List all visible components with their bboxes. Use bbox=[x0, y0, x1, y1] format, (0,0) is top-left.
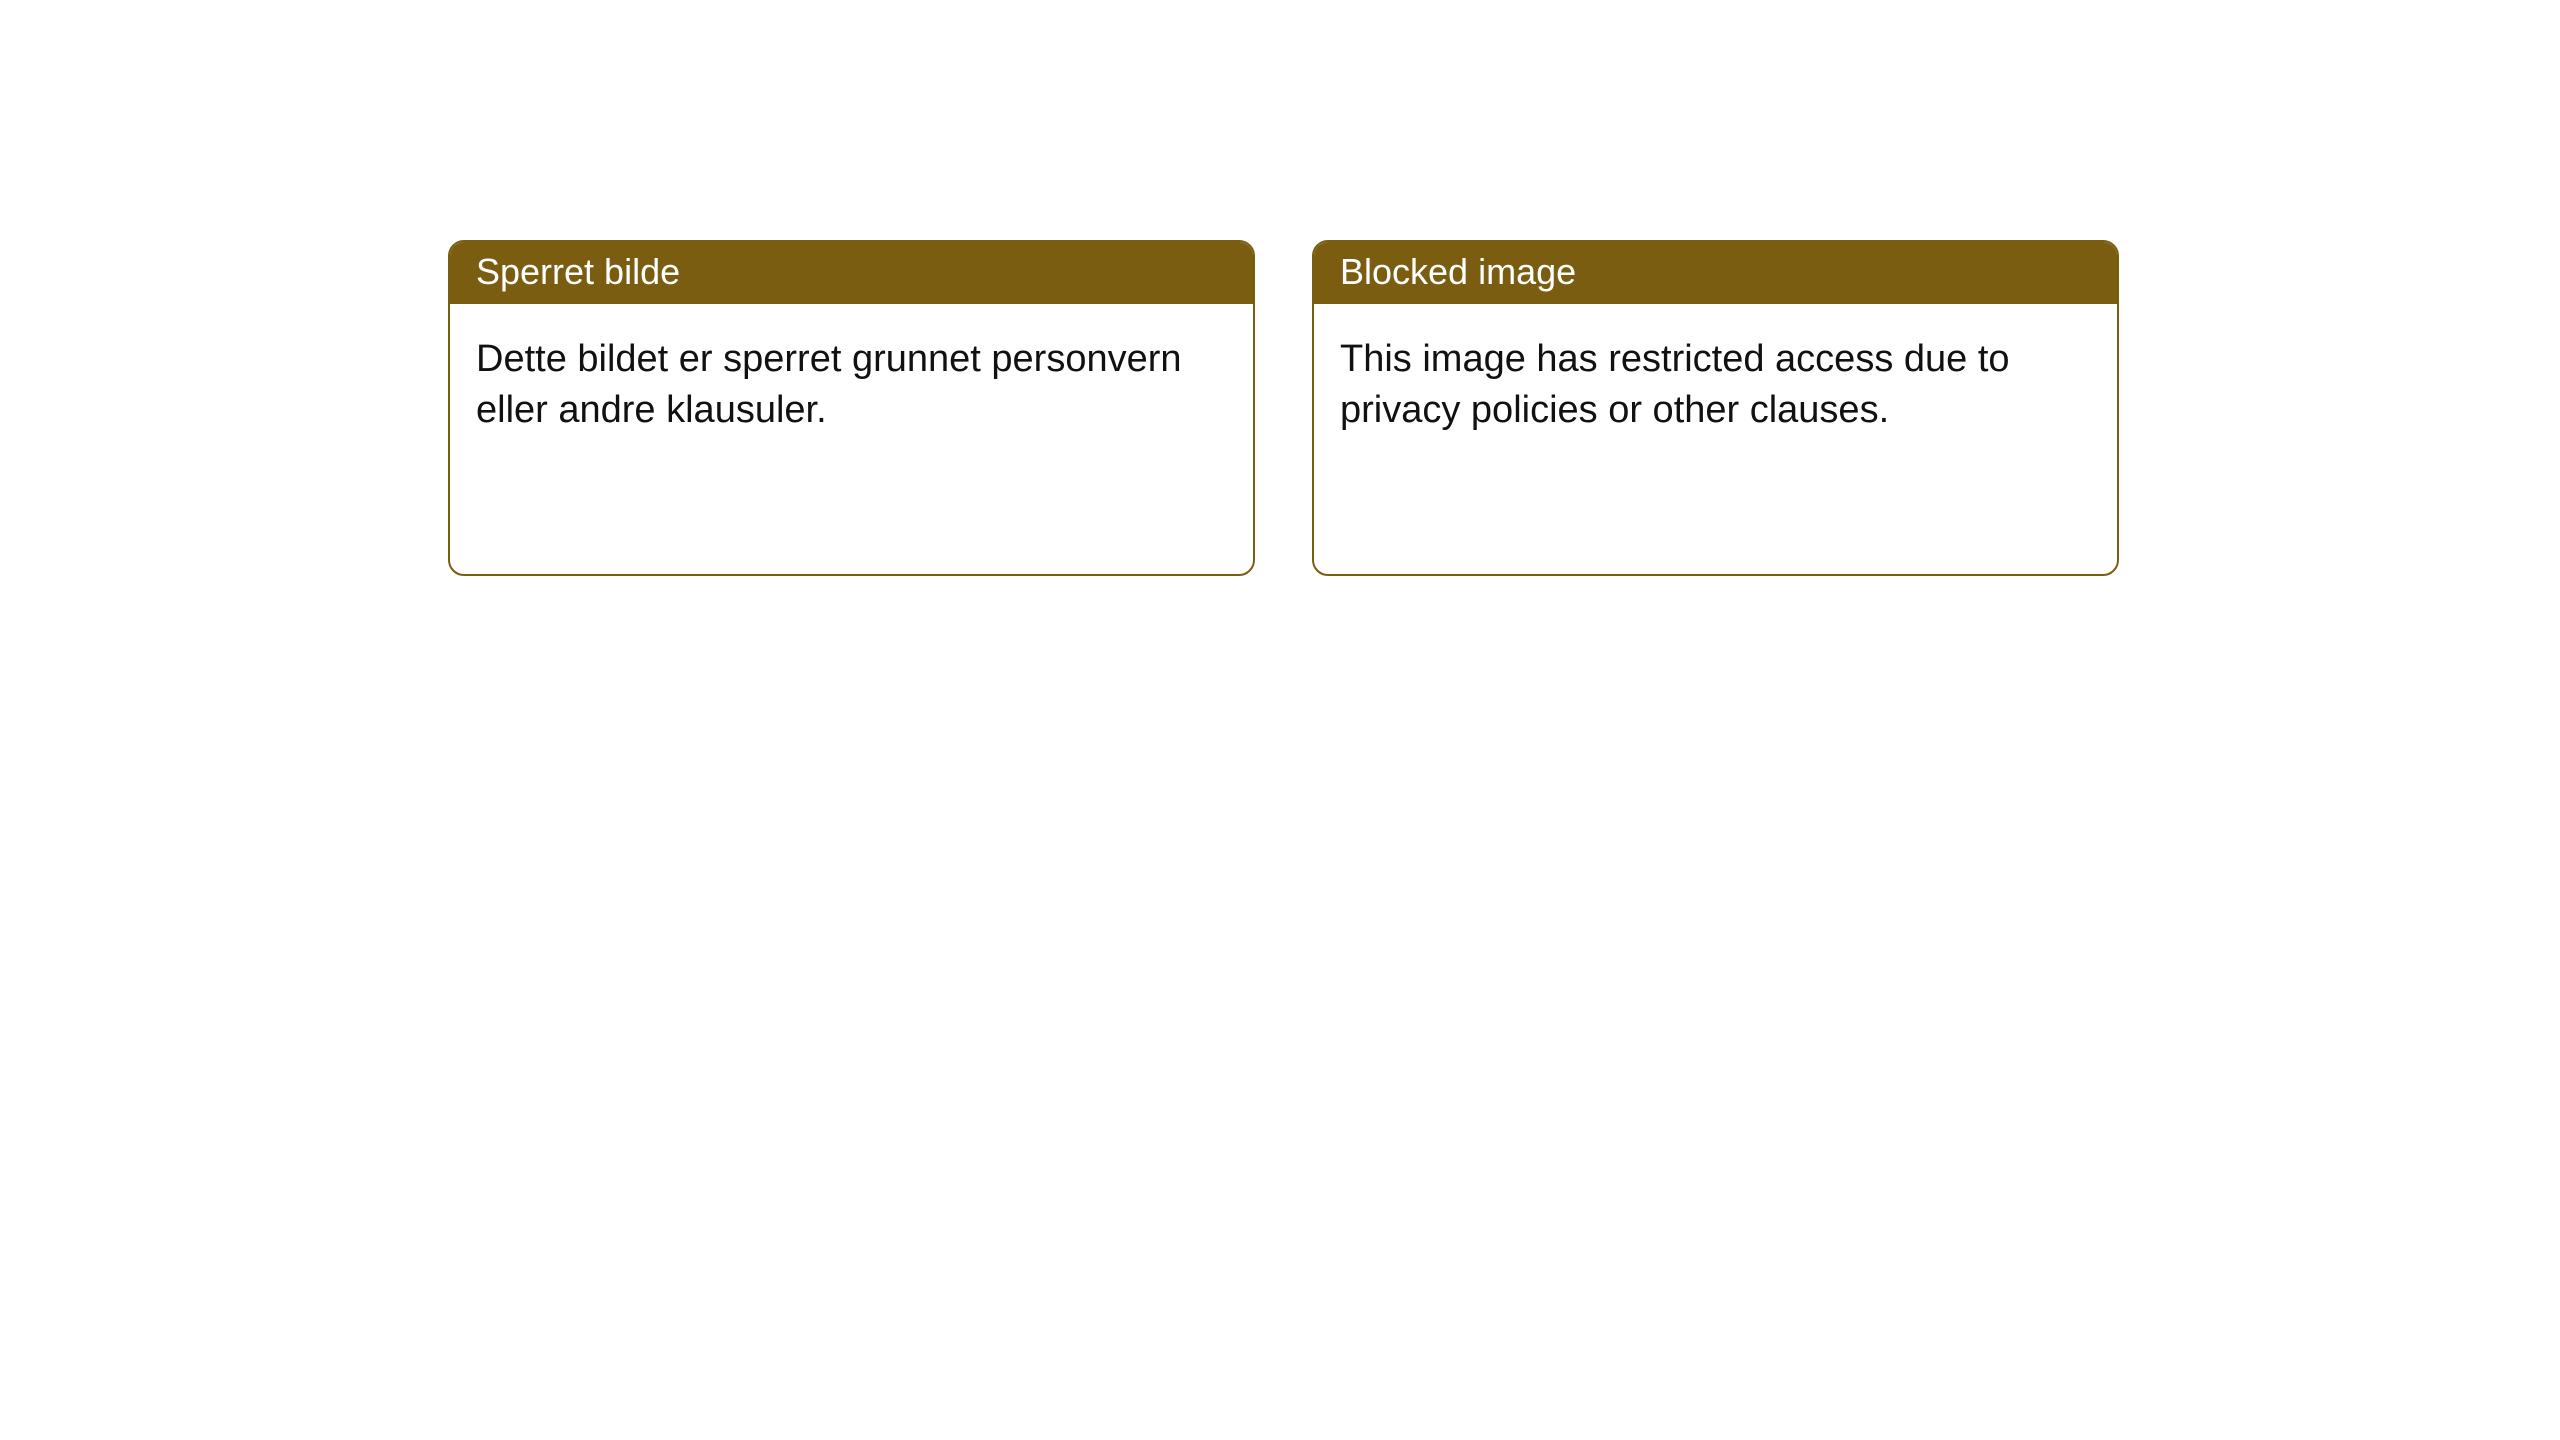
notice-card-en: Blocked image This image has restricted … bbox=[1312, 240, 2119, 576]
card-title: Blocked image bbox=[1314, 242, 2117, 304]
notice-card-no: Sperret bilde Dette bildet er sperret gr… bbox=[448, 240, 1255, 576]
card-body: This image has restricted access due to … bbox=[1314, 304, 2117, 437]
notice-wrap: Sperret bilde Dette bildet er sperret gr… bbox=[448, 240, 2119, 576]
card-title: Sperret bilde bbox=[450, 242, 1253, 304]
card-body: Dette bildet er sperret grunnet personve… bbox=[450, 304, 1253, 437]
